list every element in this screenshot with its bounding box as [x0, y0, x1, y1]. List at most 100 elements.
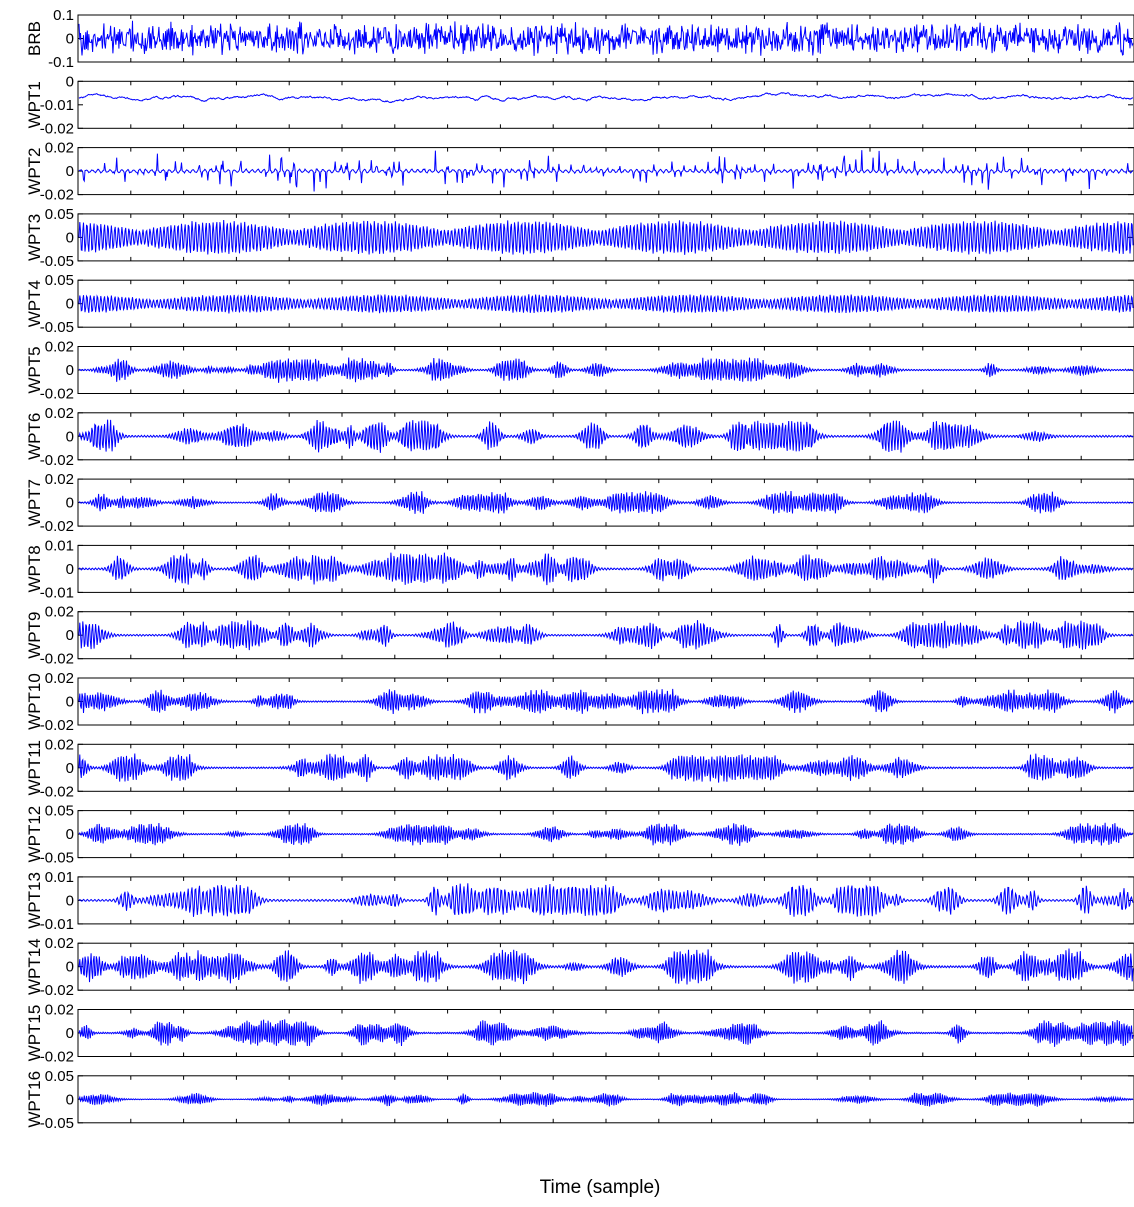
- signal-series-wpt13: [78, 883, 1134, 917]
- y-tick-label: 0.02: [45, 471, 74, 488]
- y-tick-label: 0: [66, 229, 74, 246]
- y-tick-label: 0.02: [45, 339, 74, 356]
- y-tick-label: -0.02: [40, 518, 74, 535]
- signal-series-wpt10: [78, 688, 1134, 715]
- y-tick-label: 0: [66, 1091, 74, 1108]
- y-tick-label: 0.02: [45, 1002, 74, 1019]
- signal-series-wpt7: [78, 490, 1134, 514]
- y-tick-label: 0.05: [45, 1068, 74, 1085]
- y-tick-label: 0.02: [45, 935, 74, 952]
- y-tick-label: -0.05: [40, 1115, 74, 1132]
- y-tick-label: -0.02: [40, 1049, 74, 1066]
- y-tick-label: 0: [66, 561, 74, 578]
- y-tick-label: 0: [66, 959, 74, 976]
- y-tick-label: 0: [66, 1025, 74, 1042]
- y-tick-label: 0: [66, 495, 74, 512]
- y-axis-label: WPT4: [25, 280, 44, 327]
- y-axis-label: WPT8: [25, 545, 44, 592]
- y-tick-label: -0.05: [40, 850, 74, 867]
- y-tick-label: 0.05: [45, 272, 74, 289]
- y-axis-label: WPT12: [25, 806, 44, 863]
- signal-series-wpt9: [78, 620, 1134, 651]
- y-tick-label: -0.02: [40, 982, 74, 999]
- signal-series-wpt6: [78, 419, 1134, 453]
- y-tick-label: 0: [66, 163, 74, 180]
- y-tick-label: 0: [66, 362, 74, 379]
- axes-frame: [77, 80, 1134, 129]
- y-tick-label: -0.02: [40, 452, 74, 469]
- y-axis-label: WPT3: [25, 214, 44, 261]
- y-tick-label: -0.1: [48, 54, 74, 71]
- signal-series-wpt8: [78, 552, 1134, 586]
- y-axis-label: WPT14: [25, 938, 44, 995]
- signal-series-wpt5: [78, 357, 1134, 383]
- y-tick-label: 0.02: [45, 140, 74, 157]
- y-tick-label: 0: [66, 73, 74, 90]
- y-tick-label: 0.02: [45, 604, 74, 621]
- y-tick-label: -0.02: [40, 783, 74, 800]
- y-axis-label: WPT11: [25, 740, 44, 795]
- y-tick-label: -0.02: [40, 651, 74, 668]
- signal-series-wpt2: [78, 150, 1134, 192]
- y-tick-label: 0: [66, 428, 74, 445]
- y-axis-label: WPT15: [25, 1005, 44, 1062]
- y-tick-label: 0.02: [45, 736, 74, 753]
- y-axis-label: WPT5: [25, 346, 44, 393]
- y-tick-label: 0.02: [45, 405, 74, 422]
- signal-series-wpt3: [78, 219, 1134, 255]
- y-tick-label: 0.02: [45, 670, 74, 687]
- y-axis-label: WPT2: [25, 147, 44, 194]
- y-tick-label: -0.02: [40, 120, 74, 137]
- y-axis-label: WPT10: [25, 673, 44, 730]
- x-axis-label: Time (sample): [540, 1177, 661, 1198]
- y-axis-label: WPT16: [25, 1071, 44, 1128]
- y-tick-label: 0.01: [45, 537, 74, 554]
- signal-series-wpt14: [78, 948, 1134, 985]
- y-axis-label: BRB: [25, 21, 44, 56]
- y-tick-label: 0.05: [45, 206, 74, 223]
- signal-series-wpt15: [78, 1019, 1134, 1047]
- y-axis-label: WPT13: [25, 872, 44, 929]
- y-tick-label: 0: [66, 31, 74, 48]
- y-tick-label: 0.01: [45, 869, 74, 886]
- y-axis-label: WPT1: [25, 81, 44, 128]
- y-tick-label: -0.01: [40, 584, 74, 601]
- y-axis-label: WPT7: [25, 479, 44, 526]
- y-tick-label: 0: [66, 627, 74, 644]
- y-tick-label: -0.05: [40, 253, 74, 270]
- signal-series-wpt16: [78, 1092, 1134, 1107]
- y-tick-label: -0.01: [40, 97, 74, 114]
- y-tick-label: -0.02: [40, 386, 74, 403]
- y-tick-label: 0: [66, 296, 74, 313]
- y-axis-label: WPT9: [25, 612, 44, 659]
- y-tick-label: 0.05: [45, 803, 74, 820]
- signal-series-wpt12: [78, 822, 1134, 846]
- y-tick-label: -0.05: [40, 319, 74, 336]
- signal-series-wpt11: [78, 753, 1134, 783]
- signal-series-brb: [78, 20, 1134, 56]
- y-tick-label: 0: [66, 760, 74, 777]
- y-tick-label: -0.02: [40, 717, 74, 734]
- y-tick-label: -0.02: [40, 187, 74, 204]
- y-axis-label: WPT6: [25, 413, 44, 460]
- signal-series-wpt1: [78, 92, 1134, 104]
